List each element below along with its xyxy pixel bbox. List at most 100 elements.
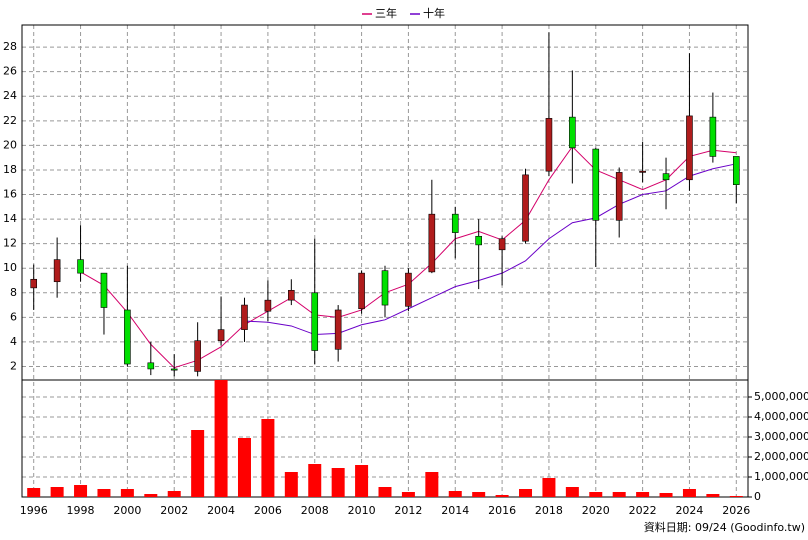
candle-body bbox=[334, 309, 342, 350]
candle-body bbox=[311, 292, 319, 351]
candle-body bbox=[686, 115, 693, 181]
x-tick-label: 2026 bbox=[722, 504, 750, 517]
x-tick-label: 2022 bbox=[629, 504, 657, 517]
candle-body bbox=[662, 173, 670, 181]
volume-bar bbox=[284, 472, 298, 497]
volume-bar bbox=[472, 492, 486, 497]
candle-body bbox=[405, 272, 412, 307]
y-tick-label: 20 bbox=[3, 138, 17, 151]
volume-bar bbox=[191, 430, 205, 497]
volume-bar bbox=[378, 487, 392, 497]
candle-body bbox=[709, 116, 717, 157]
candle-body bbox=[30, 278, 38, 289]
volume-bar bbox=[682, 489, 696, 497]
candle-body bbox=[77, 259, 84, 274]
volume-bar bbox=[308, 464, 322, 497]
volume-bar bbox=[355, 465, 369, 497]
y-tick-label: 8 bbox=[10, 286, 17, 299]
y2-tick-label: 2,000,000 bbox=[754, 450, 808, 463]
x-tick-label: 2020 bbox=[582, 504, 610, 517]
y-tick-label: 24 bbox=[3, 89, 17, 102]
y-tick-label: 2 bbox=[10, 359, 17, 372]
y-tick-label: 22 bbox=[3, 114, 17, 127]
x-tick-label: 2006 bbox=[254, 504, 282, 517]
x-tick-label: 2008 bbox=[301, 504, 329, 517]
volume-bar bbox=[519, 489, 533, 497]
y2-tick-label: 0 bbox=[754, 490, 761, 503]
y-tick-label: 26 bbox=[3, 65, 17, 78]
candle-body bbox=[241, 304, 248, 330]
y2-tick-label: 3,000,000 bbox=[754, 430, 808, 443]
volume-bar bbox=[120, 489, 134, 497]
y-tick-label: 10 bbox=[3, 261, 17, 274]
candle-body bbox=[451, 213, 459, 233]
x-tick-label: 2016 bbox=[488, 504, 516, 517]
y-tick-label: 4 bbox=[10, 335, 17, 348]
y-tick-label: 12 bbox=[3, 237, 17, 250]
legend-label: 三年 bbox=[375, 6, 397, 20]
candle-body bbox=[170, 368, 178, 371]
volume-bar bbox=[261, 419, 275, 497]
candle-body bbox=[569, 116, 576, 149]
y2-tick-label: 5,000,000 bbox=[754, 390, 808, 403]
volume-bar bbox=[729, 496, 743, 497]
volume-bar bbox=[565, 487, 579, 497]
x-tick-label: 2024 bbox=[675, 504, 703, 517]
candle-body bbox=[217, 329, 225, 341]
candle-body bbox=[639, 170, 646, 173]
y-tick-label: 18 bbox=[3, 163, 17, 176]
volume-bar bbox=[659, 493, 673, 497]
legend-label: 十年 bbox=[423, 6, 445, 20]
candle-body bbox=[194, 340, 201, 372]
volume-bar bbox=[542, 478, 556, 497]
volume-bar bbox=[97, 489, 111, 497]
y-tick-label: 14 bbox=[3, 212, 17, 225]
volume-bar bbox=[237, 438, 251, 497]
ma-line bbox=[244, 163, 737, 336]
y-tick-label: 16 bbox=[3, 188, 17, 201]
y2-tick-label: 4,000,000 bbox=[754, 410, 808, 423]
x-tick-label: 1998 bbox=[67, 504, 95, 517]
x-tick-label: 2018 bbox=[535, 504, 563, 517]
volume-bar bbox=[27, 488, 41, 497]
volume-bar bbox=[706, 494, 720, 497]
price-frame bbox=[21, 24, 749, 381]
x-tick-label: 2010 bbox=[348, 504, 376, 517]
x-tick-label: 2000 bbox=[113, 504, 141, 517]
x-tick-label: 2012 bbox=[394, 504, 422, 517]
volume-bar bbox=[636, 492, 650, 497]
volume-bar bbox=[612, 492, 626, 497]
candle-body bbox=[475, 235, 482, 246]
candle-body bbox=[124, 309, 131, 365]
candle-body bbox=[615, 172, 623, 221]
volume-bar bbox=[331, 468, 345, 497]
y2-tick-label: 1,000,000 bbox=[754, 470, 808, 483]
source-note: 資料日期: 09/24 (Goodinfo.tw) bbox=[644, 520, 805, 534]
candle-body bbox=[522, 174, 529, 242]
x-tick-label: 2004 bbox=[207, 504, 235, 517]
volume-bar bbox=[448, 491, 462, 497]
candle-body bbox=[545, 118, 553, 172]
volume-bar bbox=[401, 492, 415, 497]
y-tick-label: 28 bbox=[3, 40, 17, 53]
volume-bar bbox=[50, 487, 64, 497]
candle-body bbox=[381, 270, 389, 306]
volume-bar bbox=[589, 492, 603, 497]
candle-body bbox=[428, 213, 436, 273]
volume-bar bbox=[74, 485, 88, 497]
candle-body bbox=[498, 238, 506, 251]
volume-bar bbox=[214, 380, 228, 497]
x-tick-label: 1996 bbox=[20, 504, 48, 517]
volume-bar bbox=[495, 495, 509, 497]
candle-body bbox=[147, 362, 155, 370]
volume-bar bbox=[144, 494, 158, 497]
candle-body bbox=[288, 290, 295, 301]
candle-body bbox=[100, 272, 108, 308]
x-tick-label: 2002 bbox=[160, 504, 188, 517]
x-tick-label: 2014 bbox=[441, 504, 469, 517]
volume-bar bbox=[167, 491, 181, 497]
candle-body bbox=[264, 299, 272, 312]
y-tick-label: 6 bbox=[10, 310, 17, 323]
candle-body bbox=[53, 259, 61, 283]
